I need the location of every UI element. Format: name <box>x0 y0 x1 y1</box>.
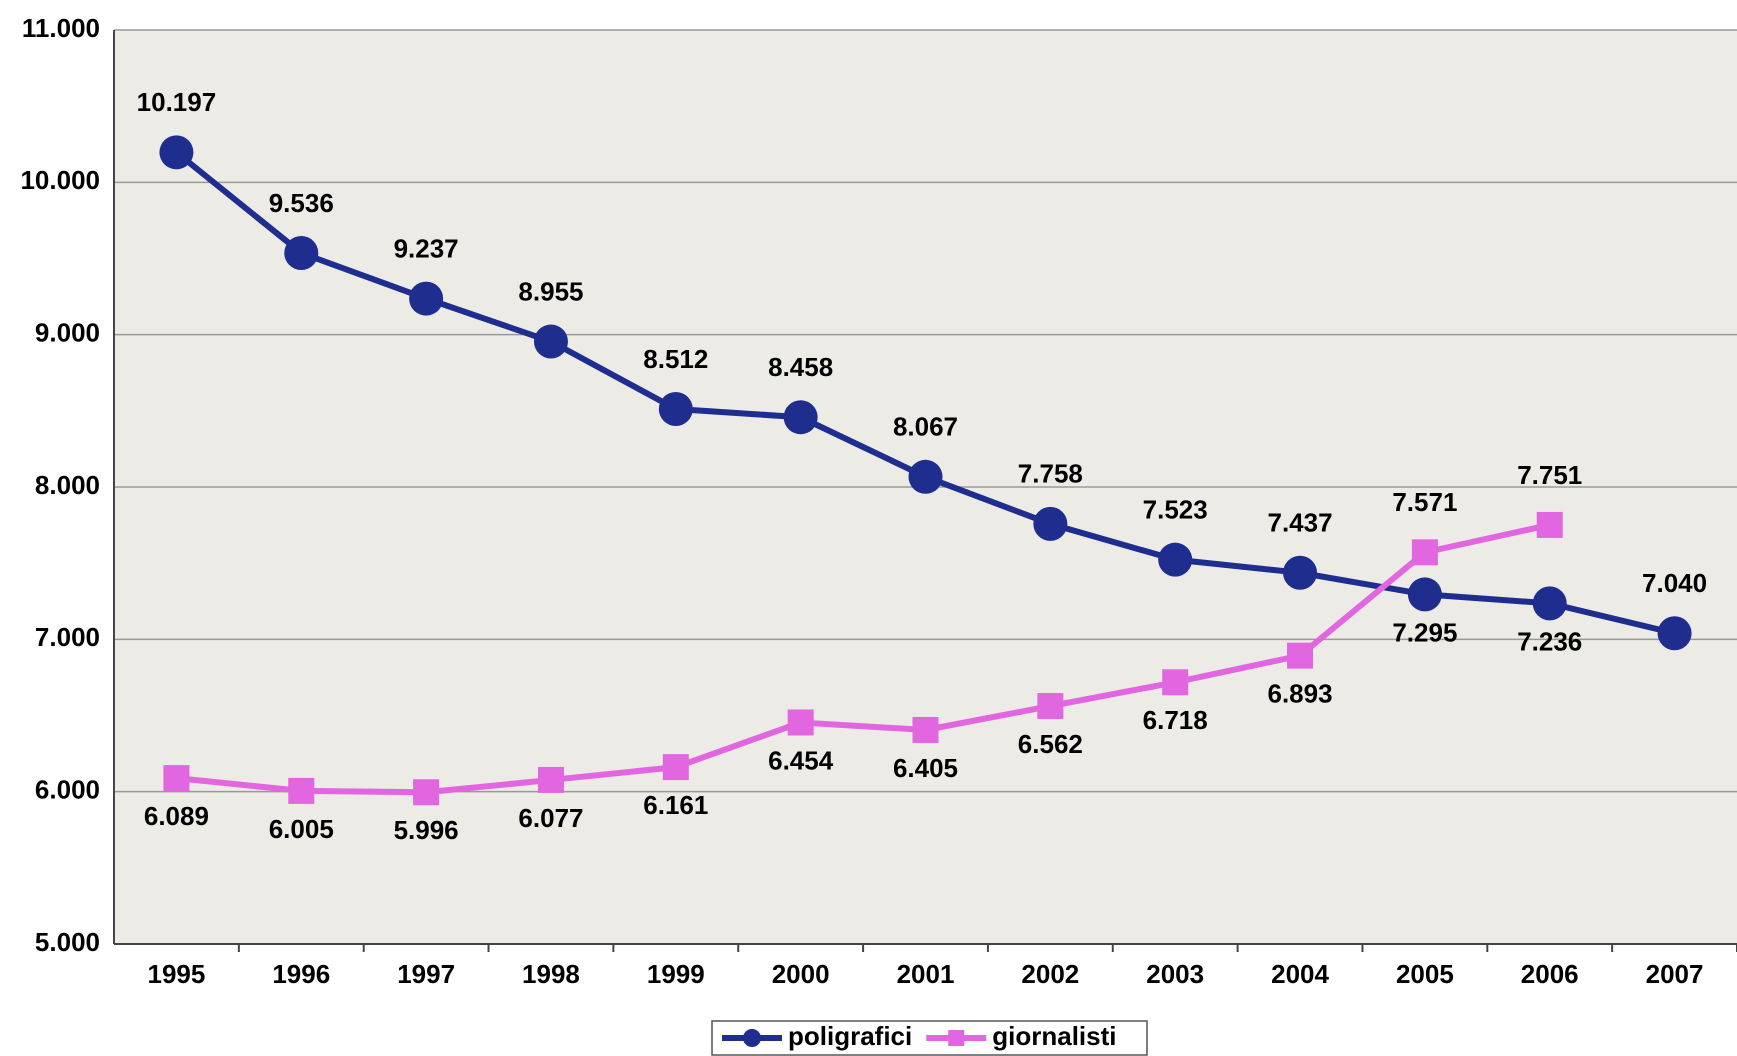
point <box>1536 511 1563 538</box>
x-tick-label: 2001 <box>897 959 955 989</box>
legend-label: poligrafici <box>788 1021 912 1051</box>
point <box>1287 642 1314 669</box>
point <box>1407 577 1442 612</box>
point <box>159 135 194 170</box>
point <box>288 777 315 804</box>
data-label: 8.512 <box>643 344 708 374</box>
data-label: 7.751 <box>1517 460 1582 490</box>
point <box>908 459 943 494</box>
point <box>783 400 818 435</box>
point <box>409 281 444 316</box>
y-tick-label: 6.000 <box>35 775 100 805</box>
point <box>1158 542 1193 577</box>
x-tick-label: 2007 <box>1646 959 1704 989</box>
x-tick-label: 2002 <box>1021 959 1079 989</box>
point <box>413 779 440 806</box>
point <box>1411 539 1438 566</box>
point <box>284 236 319 271</box>
point <box>662 754 689 781</box>
data-label: 8.458 <box>768 352 833 382</box>
point <box>1033 506 1068 541</box>
legend-marker <box>743 1029 761 1047</box>
data-label: 7.437 <box>1267 508 1332 538</box>
data-label: 9.536 <box>269 188 334 218</box>
data-label: 10.197 <box>137 87 217 117</box>
data-label: 9.237 <box>394 233 459 263</box>
data-label: 7.295 <box>1392 617 1457 647</box>
x-tick-label: 2000 <box>772 959 830 989</box>
data-label: 6.893 <box>1267 679 1332 709</box>
point <box>1037 693 1064 720</box>
point <box>537 766 564 793</box>
point <box>912 716 939 743</box>
y-tick-label: 10.000 <box>20 165 100 195</box>
x-tick-label: 1998 <box>522 959 580 989</box>
data-label: 7.571 <box>1392 487 1457 517</box>
data-label: 8.955 <box>518 276 583 306</box>
legend-label: giornalisti <box>992 1021 1116 1051</box>
point <box>658 392 693 427</box>
data-label: 6.718 <box>1143 705 1208 735</box>
data-label: 6.161 <box>643 790 708 820</box>
data-label: 6.454 <box>768 745 834 775</box>
data-label: 6.089 <box>144 801 209 831</box>
point <box>1283 555 1318 590</box>
x-tick-label: 2005 <box>1396 959 1454 989</box>
data-label: 7.523 <box>1143 495 1208 525</box>
x-tick-label: 1997 <box>397 959 455 989</box>
y-tick-label: 7.000 <box>35 622 100 652</box>
series-line <box>176 522 1551 796</box>
data-label: 7.040 <box>1642 568 1707 598</box>
x-tick-label: 2006 <box>1521 959 1579 989</box>
data-label: 6.005 <box>269 814 334 844</box>
point <box>1162 669 1189 696</box>
point <box>1657 616 1692 651</box>
x-tick-label: 2004 <box>1271 959 1329 989</box>
y-tick-label: 5.000 <box>35 927 100 957</box>
x-tick-label: 2003 <box>1146 959 1204 989</box>
data-label: 7.236 <box>1517 626 1582 656</box>
x-tick-label: 1996 <box>272 959 330 989</box>
point <box>533 324 568 359</box>
x-tick-label: 1999 <box>647 959 705 989</box>
legend-marker <box>948 1030 965 1046</box>
y-tick-label: 11.000 <box>22 13 100 43</box>
point <box>787 709 814 736</box>
data-label: 6.077 <box>518 803 583 833</box>
point <box>163 765 190 792</box>
data-label: 6.405 <box>893 753 958 783</box>
point <box>1532 586 1567 621</box>
y-tick-label: 8.000 <box>35 470 100 500</box>
y-tick-label: 9.000 <box>35 318 100 348</box>
data-label: 5.996 <box>394 815 459 845</box>
data-label: 6.562 <box>1018 729 1083 759</box>
x-tick-label: 1995 <box>148 959 206 989</box>
data-label: 7.758 <box>1018 459 1083 489</box>
data-label: 8.067 <box>893 412 958 442</box>
